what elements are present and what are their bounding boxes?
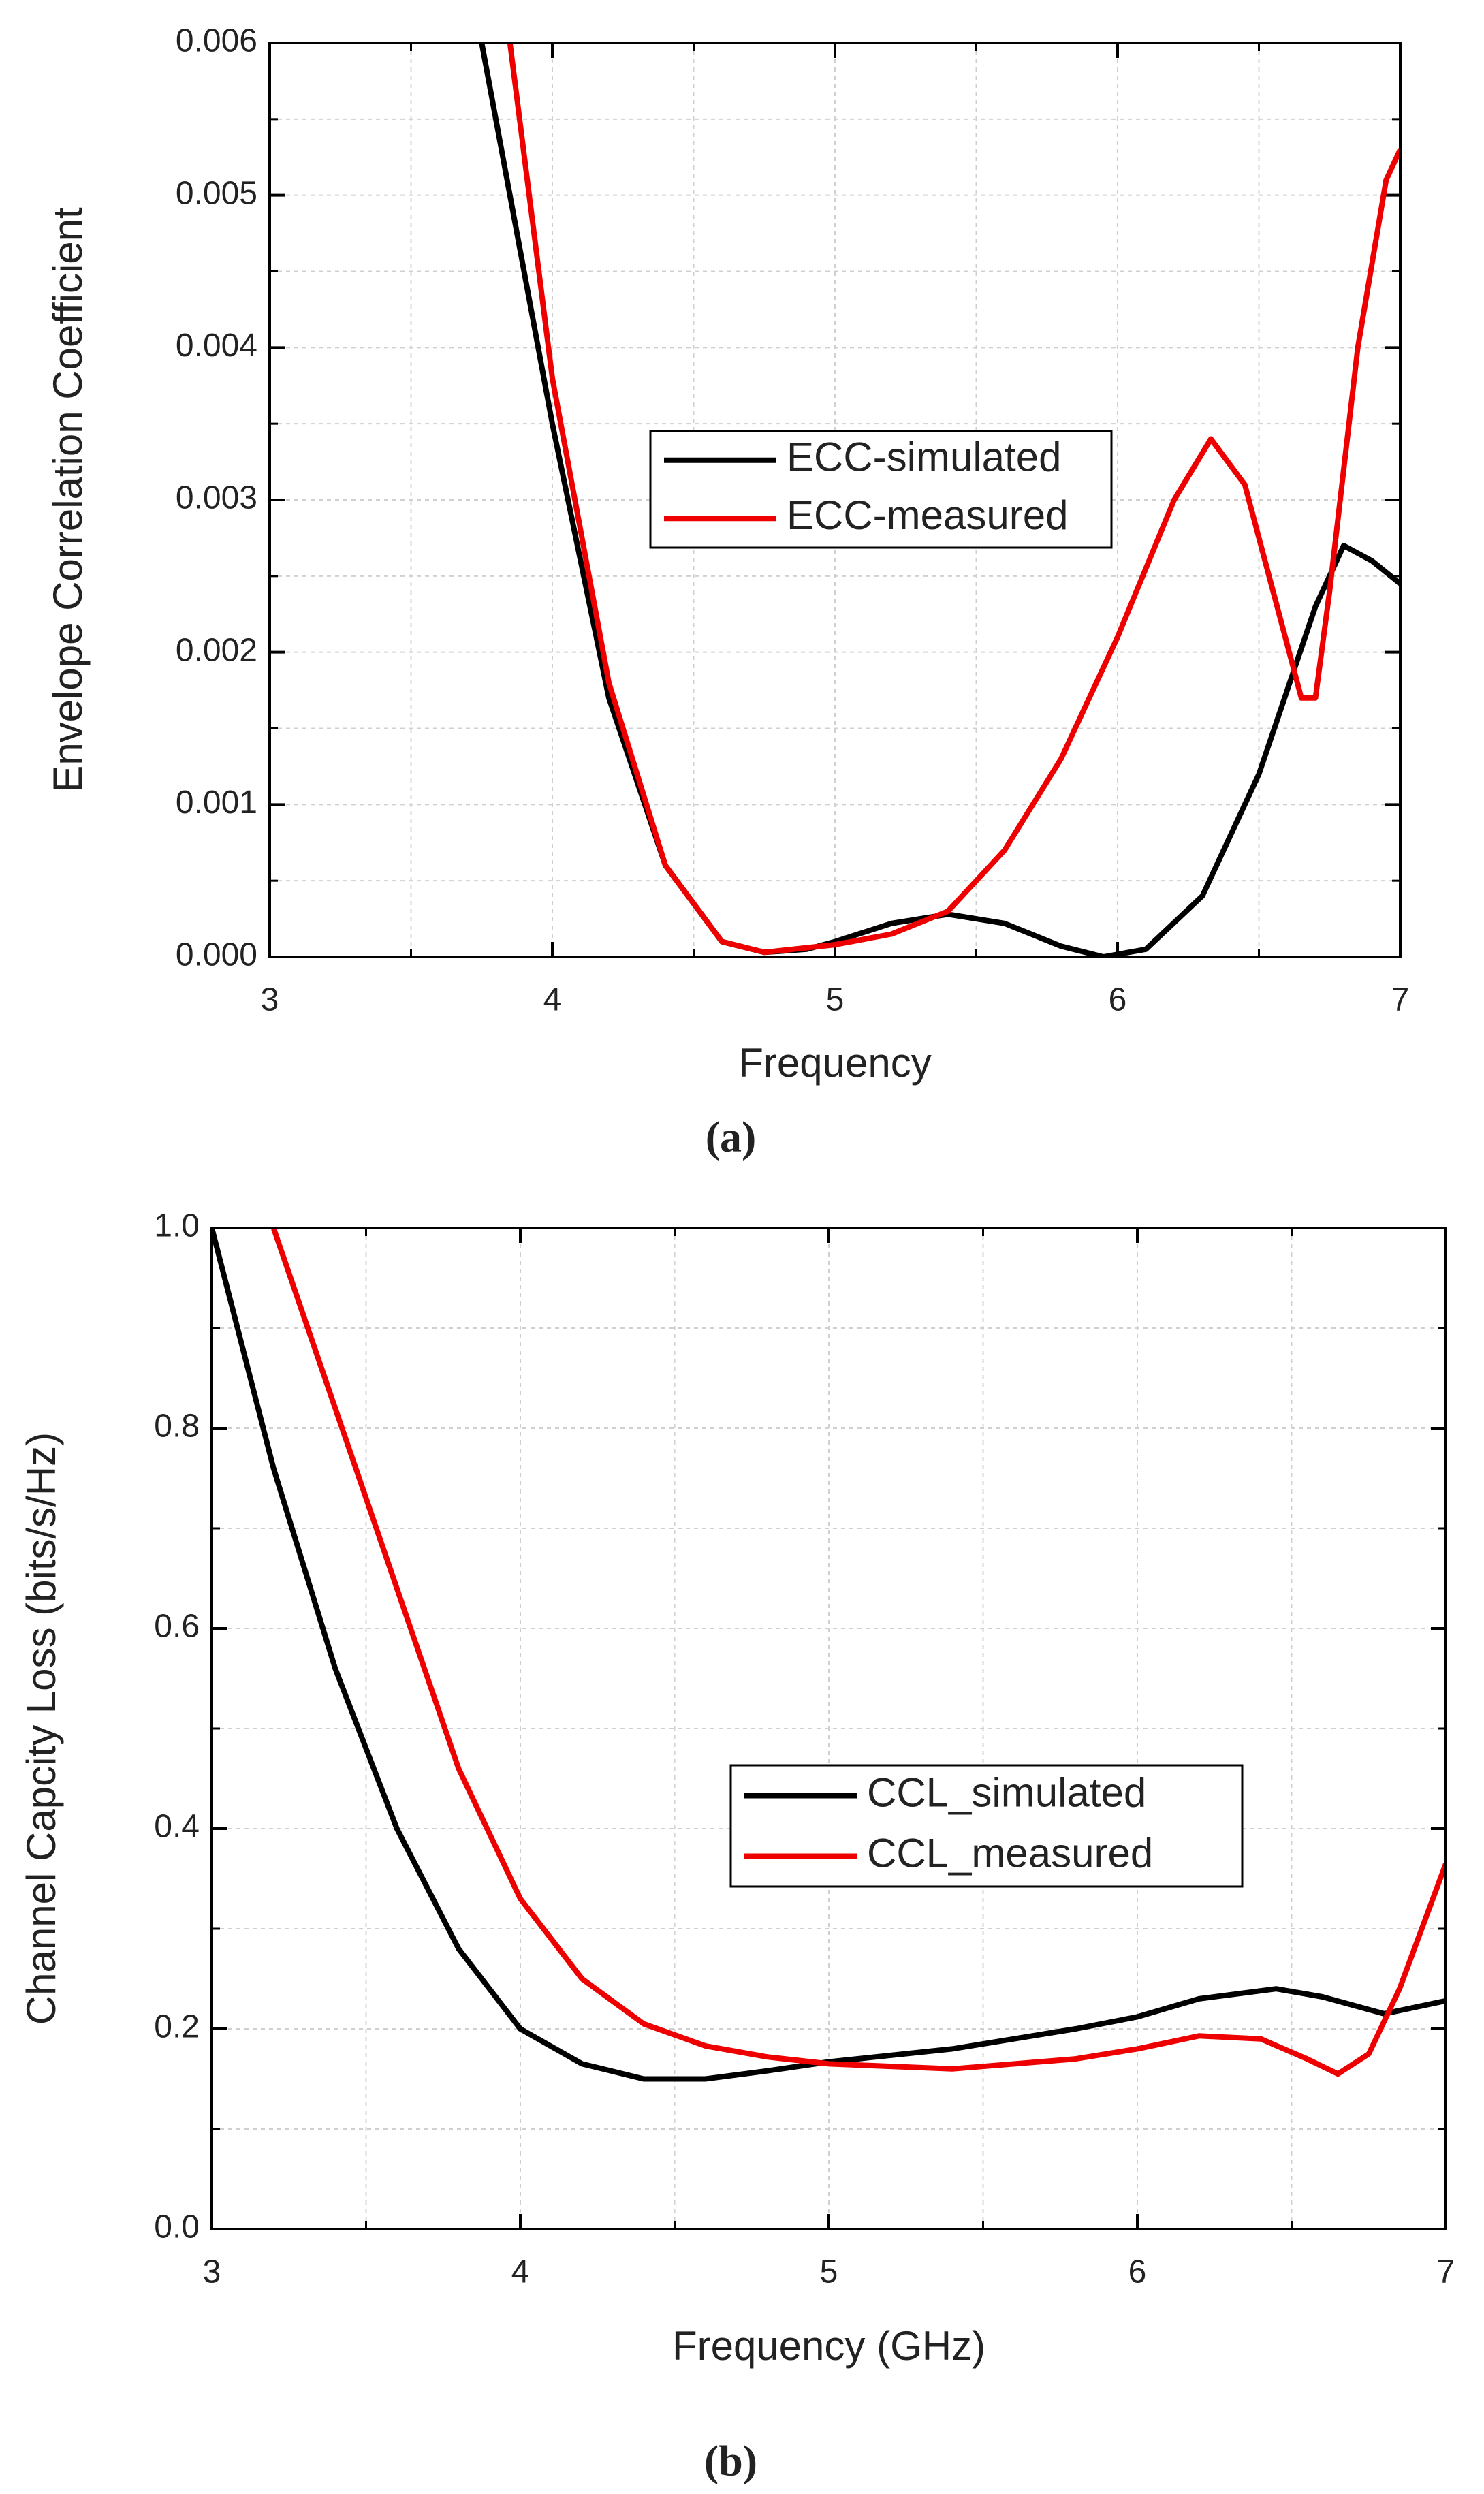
- y-tick-label: 0.2: [154, 2009, 200, 2045]
- chart: 3 4 5 6 7 0.000 0.001 0.002 0.003 0.004 0.005 0.006…: [45, 23, 1410, 1161]
- y-tick-label: 0.002: [176, 632, 257, 668]
- legend-box: [649, 430, 1113, 549]
- x-tick-label: 3: [203, 2254, 221, 2290]
- x-tick-label: 6: [1128, 2254, 1147, 2290]
- y-axis-title: Channel Capcity Loss (bits/s/Hz): [18, 1432, 64, 2025]
- x-tick-label: 4: [511, 2254, 530, 2290]
- y-tick-label: 0.005: [176, 175, 257, 211]
- y-tick-label: 0.6: [154, 1609, 200, 1645]
- y-tick-label: 0.0: [154, 2209, 200, 2245]
- legend-box: [729, 1764, 1244, 1888]
- plot-frame: [210, 1227, 1447, 2230]
- x-tick-label: 7: [1391, 982, 1410, 1018]
- x-tick-label: 7: [1437, 2254, 1455, 2290]
- series-line: [479, 43, 1400, 957]
- x-axis-title: Frequency: [738, 1040, 931, 1086]
- y-tick-label: 0.8: [154, 1408, 200, 1445]
- y-axis-title: Envelope Correlation Coefficient: [45, 207, 91, 793]
- x-tick-label: 5: [826, 982, 844, 1018]
- x-axis-title: Frequency (GHz): [672, 2323, 985, 2369]
- y-tick-label: 0.001: [176, 785, 257, 821]
- y-tick-label: 0.4: [154, 1809, 200, 1845]
- y-tick-label: 0.000: [176, 937, 257, 973]
- legend-label: CCL_simulated: [867, 1769, 1146, 1815]
- legend-label: ECC-measured: [787, 492, 1068, 538]
- x-tick-label: 3: [261, 982, 279, 1018]
- series-line: [212, 1228, 1446, 2082]
- x-tick-label: 5: [820, 2254, 838, 2290]
- plot-frame: [268, 42, 1402, 958]
- series-line: [507, 43, 1400, 956]
- y-tick-label: 0.006: [176, 23, 257, 59]
- y-tick-label: 0.004: [176, 328, 257, 364]
- legend-label: CCL_measured: [867, 1830, 1153, 1876]
- y-tick-label: 1.0: [154, 1208, 200, 1244]
- x-tick-label: 6: [1109, 982, 1127, 1018]
- caption: (a): [706, 1113, 757, 1161]
- chart: 3 4 5 6 7 0.0 0.2 0.4 0.6 0.8 1.0 Frequency (GHz) Ch…: [18, 1208, 1455, 2485]
- legend-label: ECC-simulated: [787, 435, 1061, 480]
- caption: (b): [704, 2437, 757, 2485]
- y-tick-label: 0.003: [176, 480, 257, 516]
- x-tick-label: 4: [543, 982, 562, 1018]
- series-line: [270, 1228, 1446, 2077]
